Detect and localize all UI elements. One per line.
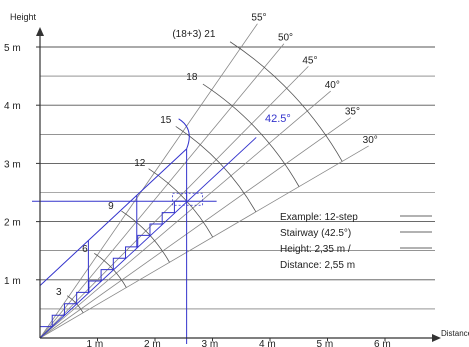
angle-ray — [39, 117, 352, 339]
step-label: 15 — [160, 115, 172, 126]
y-axis-arrow-icon — [36, 27, 44, 36]
y-tick-label: 1 m — [4, 276, 21, 287]
x-tick-label: 6 m — [374, 339, 391, 347]
step-label: 3 — [56, 287, 62, 298]
angle-labels: 30° 35° 40° 45° 50° 55° — [251, 13, 377, 146]
y-tick-label: 2 m — [4, 218, 21, 229]
angle-ray — [39, 90, 331, 339]
example-legend: Example: 12-step Stairway (42.5°) Height… — [280, 212, 358, 271]
step-arc — [66, 295, 84, 313]
step-label: 12 — [134, 158, 146, 169]
example-angle-ray — [39, 137, 257, 339]
y-tick-label: 5 m — [4, 43, 21, 54]
x-axis-arrow-icon — [432, 334, 441, 342]
example-line-1: Example: 12-step — [280, 212, 358, 223]
grid-lines — [40, 46, 435, 310]
step-arc — [202, 83, 300, 187]
angle-ray — [39, 43, 285, 339]
example-landing — [172, 192, 204, 206]
step-label: 9 — [108, 201, 114, 212]
step-label: 18 — [186, 72, 198, 83]
angle-label: 55° — [251, 13, 266, 24]
angle-ray — [39, 23, 258, 339]
y-axis-label: Height — [10, 12, 37, 22]
x-axis-label: Distance — [441, 329, 469, 338]
x-tick-label: 1 m — [87, 339, 104, 347]
example-line-3: Height: 2,35 m / — [280, 244, 351, 255]
step-arc — [121, 210, 170, 263]
step-label: 6 — [82, 244, 88, 255]
angle-label: 30° — [363, 135, 378, 146]
step-label: (18+3) 21 — [172, 29, 216, 40]
step-arcs — [66, 41, 343, 313]
step-labels: 3 6 9 12 15 18 (18+3) 21 — [56, 29, 216, 298]
angle-label: 45° — [302, 55, 317, 66]
x-tick-label: 4 m — [259, 339, 276, 347]
example-line-4: Distance: 2,55 m — [280, 260, 355, 271]
angle-ray — [39, 145, 369, 339]
step-arc — [94, 253, 127, 288]
axis-ticks: 1 m 2 m 3 m 4 m 5 m 1 m 2 m 3 m 4 m 5 m 6 m — [4, 43, 391, 347]
step-arc — [175, 126, 257, 213]
angle-label: 40° — [325, 80, 340, 91]
x-tick-label: 3 m — [202, 339, 219, 347]
step-arc — [148, 168, 214, 238]
example-line-2: Stairway (42.5°) — [280, 228, 351, 239]
example-handrail — [39, 148, 187, 286]
angle-label: 50° — [278, 33, 293, 44]
y-tick-label: 3 m — [4, 159, 21, 170]
step-arc — [229, 41, 343, 162]
angle-label: 35° — [345, 107, 360, 118]
example-handrail-curve — [178, 118, 190, 150]
example-stair-profile — [39, 200, 187, 338]
y-tick-label: 4 m — [4, 101, 21, 112]
x-tick-label: 2 m — [144, 339, 161, 347]
x-tick-label: 5 m — [317, 339, 334, 347]
example-angle-label: 42.5° — [265, 113, 291, 125]
example-stairway: 42.5° — [32, 113, 432, 344]
